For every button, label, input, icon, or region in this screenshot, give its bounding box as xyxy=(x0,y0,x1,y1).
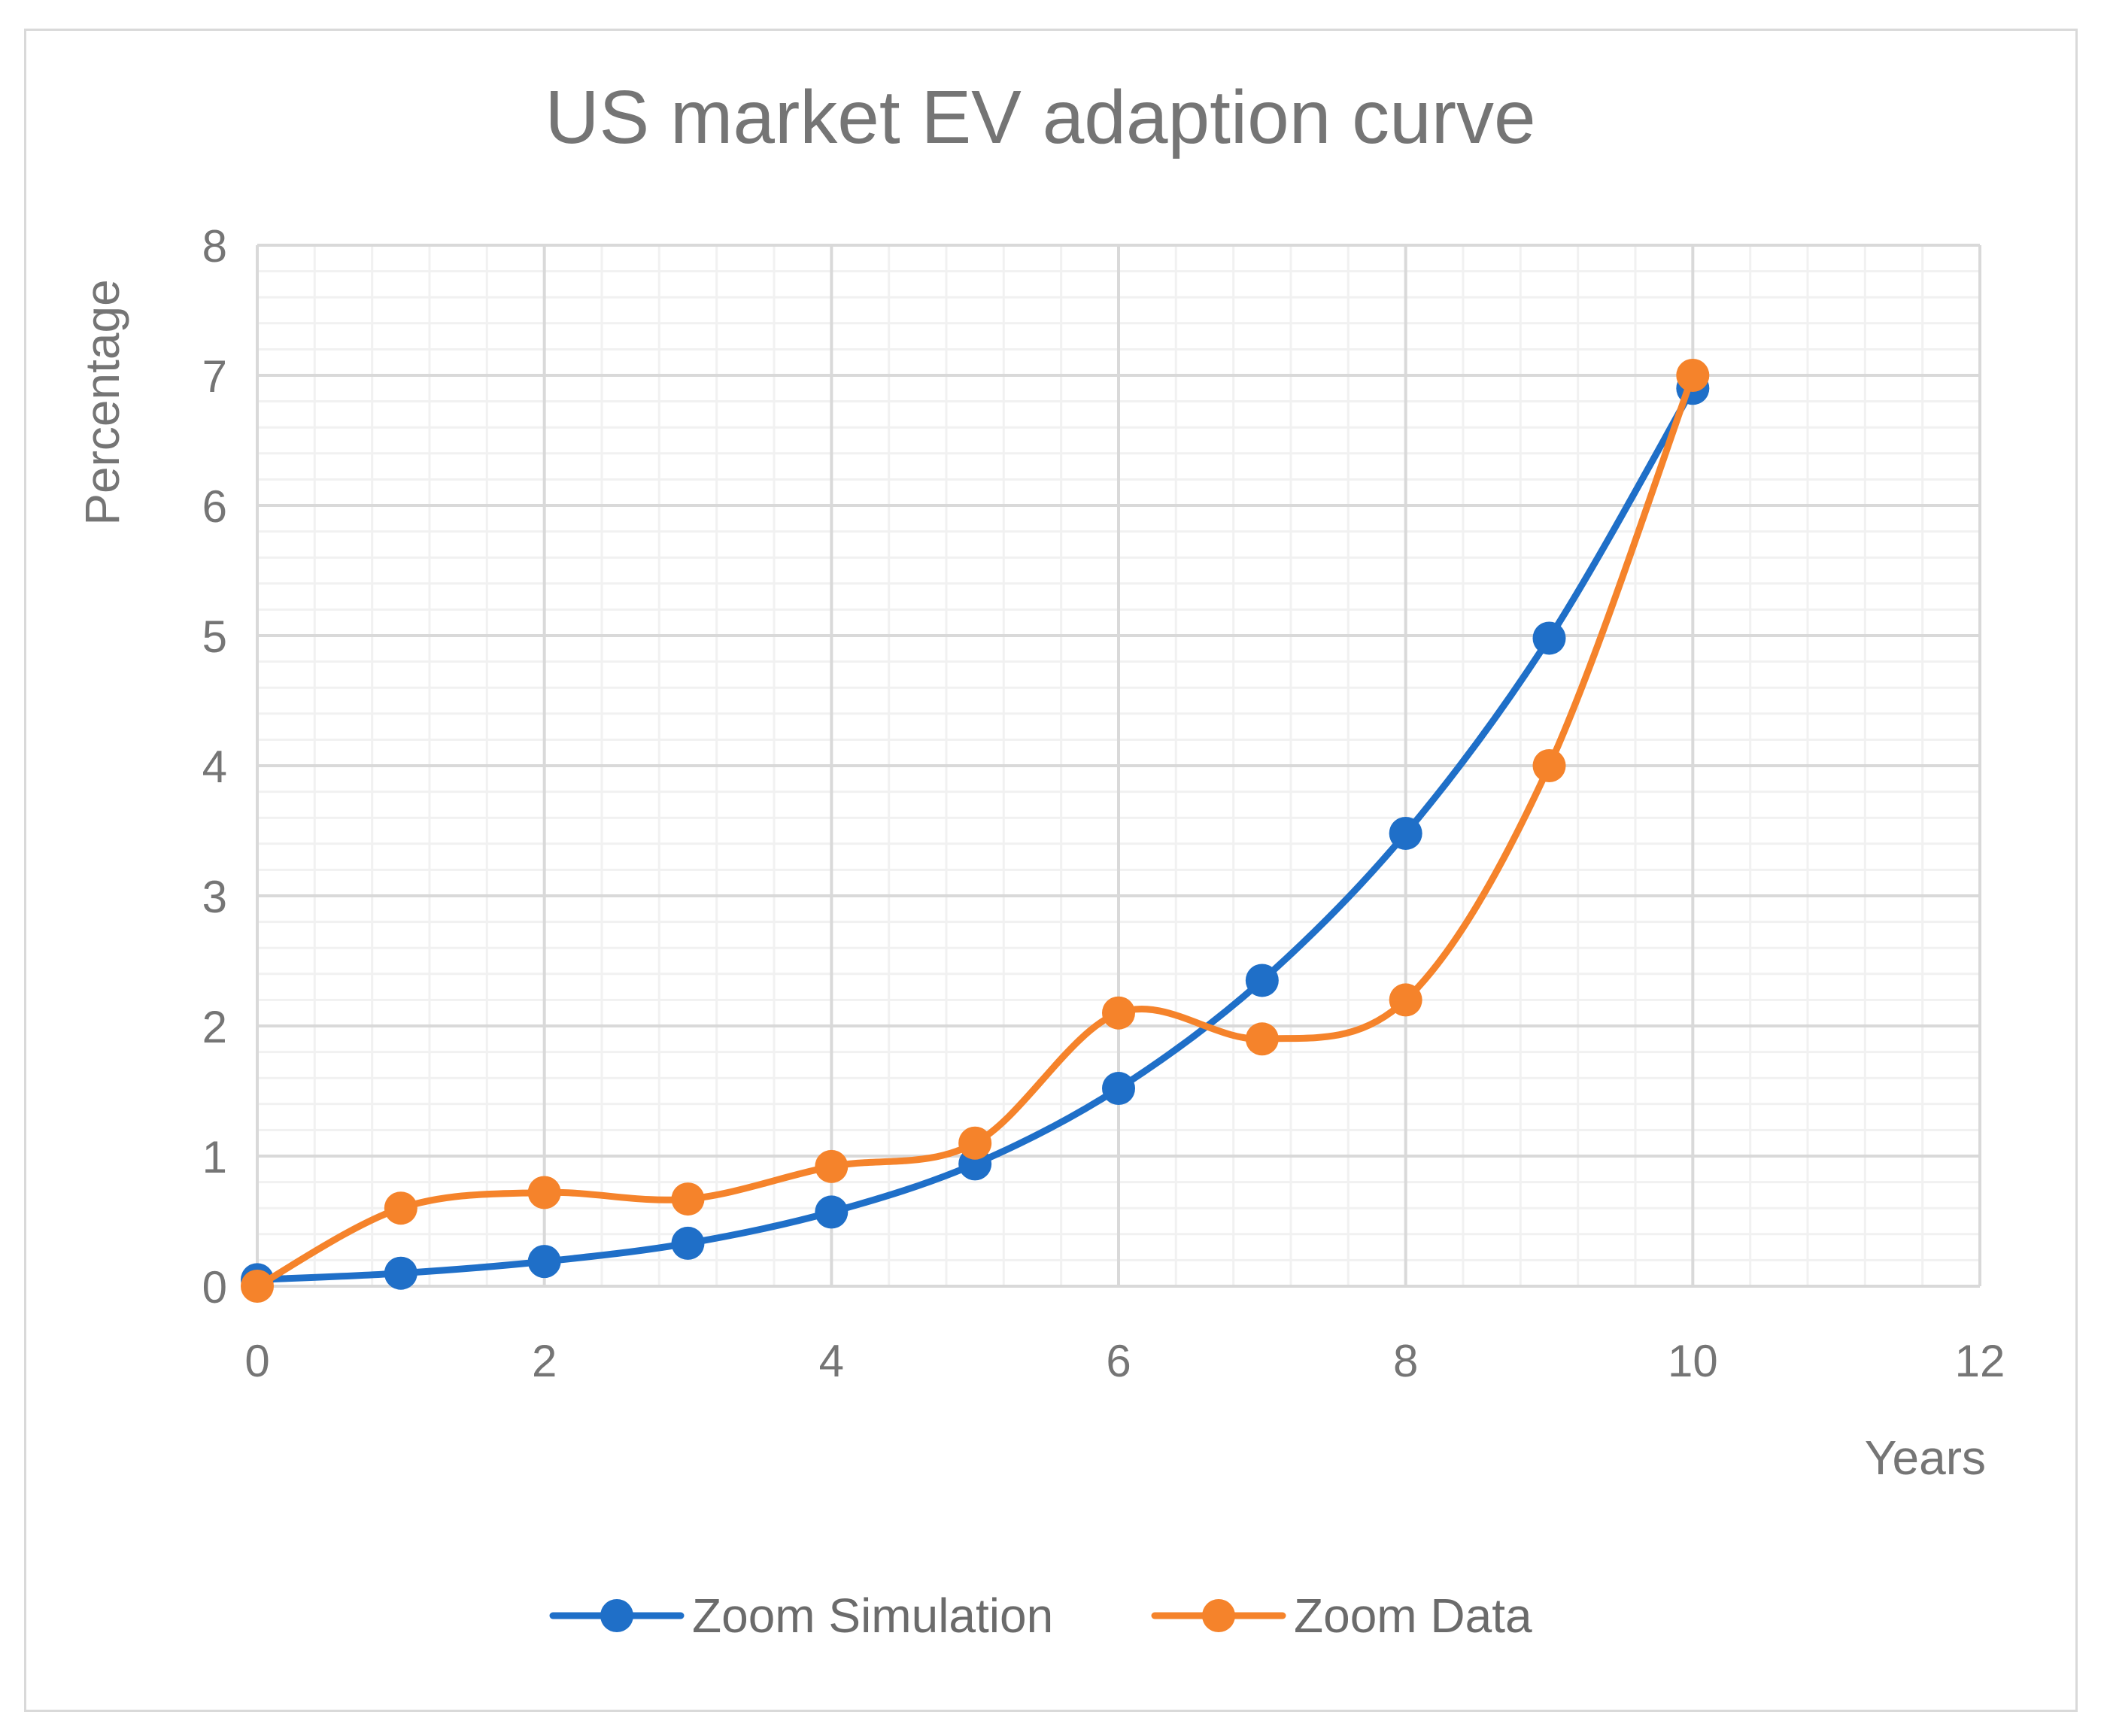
y-tick-label: 0 xyxy=(202,1262,227,1313)
legend: Zoom Simulation Zoom Data xyxy=(549,1589,1532,1643)
zoom-data-point xyxy=(241,1270,274,1303)
zoom-data-point xyxy=(671,1182,705,1216)
x-tick-label: 8 xyxy=(1393,1336,1418,1386)
zoom-simulation-point xyxy=(1532,621,1566,655)
y-tick-label: 2 xyxy=(202,1002,227,1052)
zoom-simulation-point xyxy=(671,1226,705,1260)
zoom-data-point xyxy=(1532,749,1566,782)
x-tick-label: 10 xyxy=(1668,1336,1718,1386)
x-axis-ticks: 0 2 4 6 8 10 12 xyxy=(244,1336,2005,1386)
y-tick-label: 6 xyxy=(202,481,227,532)
grid-major xyxy=(256,244,1981,1288)
y-axis-title: Percentage xyxy=(75,279,129,525)
zoom-simulation-point xyxy=(815,1195,849,1229)
x-tick-label: 0 xyxy=(244,1336,269,1386)
legend-label-zoom-simulation: Zoom Simulation xyxy=(692,1589,1053,1643)
legend-marker-zoom-data xyxy=(1202,1599,1235,1632)
zoom-data-point xyxy=(1245,1022,1279,1056)
zoom-data-point xyxy=(815,1149,849,1183)
x-tick-label: 2 xyxy=(532,1336,557,1386)
legend-label-zoom-data: Zoom Data xyxy=(1294,1589,1532,1643)
y-tick-label: 8 xyxy=(202,221,227,272)
zoom-simulation-point xyxy=(1245,964,1279,997)
y-tick-label: 4 xyxy=(202,742,227,792)
zoom-simulation-point xyxy=(1102,1072,1135,1106)
y-tick-label: 3 xyxy=(202,872,227,922)
zoom-simulation-point xyxy=(527,1245,561,1279)
zoom-data-point xyxy=(958,1126,992,1160)
y-tick-label: 1 xyxy=(202,1132,227,1182)
zoom-data-point xyxy=(1676,359,1710,392)
y-axis-ticks: 0 1 2 3 4 5 6 7 8 xyxy=(202,221,227,1313)
zoom-simulation-point xyxy=(1389,816,1422,850)
zoom-data-point xyxy=(384,1191,417,1225)
zoom-simulation-point xyxy=(384,1256,417,1290)
x-tick-label: 12 xyxy=(1955,1336,2005,1386)
x-tick-label: 6 xyxy=(1106,1336,1131,1386)
zoom-data-point xyxy=(527,1176,561,1209)
x-tick-label: 4 xyxy=(819,1336,844,1386)
series-layer xyxy=(241,359,1710,1303)
chart-title: US market EV adaption curve xyxy=(545,75,1535,159)
y-tick-label: 7 xyxy=(202,351,227,402)
zoom-data-point xyxy=(1389,983,1422,1017)
zoom-data-point xyxy=(1102,996,1135,1030)
y-tick-label: 5 xyxy=(202,612,227,662)
x-axis-title: Years xyxy=(1865,1431,1986,1485)
legend-marker-zoom-simulation xyxy=(600,1599,633,1632)
